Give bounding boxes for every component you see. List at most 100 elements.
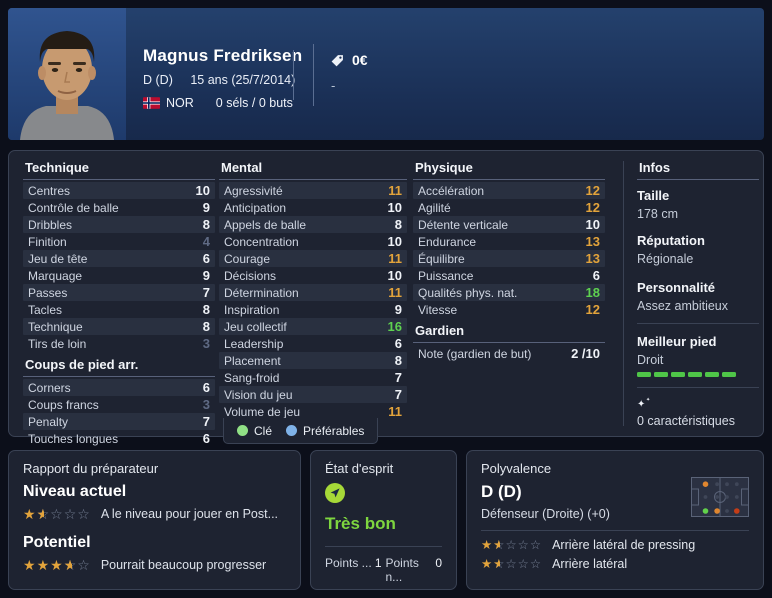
- attribute-row: Volume de jeu 11: [219, 403, 407, 420]
- legend-preferred: Préférables: [286, 424, 364, 438]
- attribute-value: 8: [394, 353, 402, 368]
- attribute-row: Placement 8: [219, 352, 407, 369]
- goalkeeper-group: Gardien Note (gardien de but) 2 /10: [413, 320, 605, 362]
- attribute-row: Concentration 10: [219, 233, 407, 250]
- attribute-label: Vision du jeu: [224, 387, 293, 402]
- traits-block: 0 caractéristiques: [637, 397, 759, 428]
- attribute-value: 10: [195, 183, 210, 198]
- set-pieces-group: Coups de pied arr. Corners 6 Coups franc…: [23, 354, 215, 447]
- physique-column: Physique Accélération 12 Agilité 12 Déte…: [413, 157, 605, 362]
- attribute-row: Qualités phys. nat. 18: [413, 284, 605, 301]
- morale-divider: [325, 546, 442, 547]
- attribute-label: Centres: [28, 183, 71, 198]
- attribute-row: Jeu de tête 6: [23, 250, 215, 267]
- attribute-label: Leadership: [224, 336, 284, 351]
- attribute-row: Sang-froid 7: [219, 369, 407, 386]
- attribute-value: 12: [585, 183, 600, 198]
- star-rating: [23, 507, 91, 521]
- attribute-label: Vitesse: [418, 302, 458, 317]
- morale-stat-label: Points n...: [385, 556, 419, 584]
- attribute-label: Courage: [224, 251, 271, 266]
- attribute-row: Vitesse 12: [413, 301, 605, 318]
- attribute-row: Jeu collectif 16: [219, 318, 407, 335]
- attribute-label: Anticipation: [224, 200, 287, 215]
- morale-title: État d'esprit: [325, 461, 394, 476]
- attribute-label: Note (gardien de but): [418, 346, 532, 361]
- group-title: Mental: [219, 157, 407, 180]
- attribute-row: Coups francs 3: [23, 396, 215, 413]
- norway-flag-icon: [143, 97, 160, 109]
- attribute-value: 13: [585, 234, 600, 249]
- star-rating: [23, 558, 91, 572]
- potential-rating: Pourrait beaucoup progresser: [23, 558, 286, 572]
- attribute-label: Jeu collectif: [224, 319, 287, 334]
- foot-strength-meter: [637, 372, 759, 377]
- versatility-panel[interactable]: Polyvalence D (D) Défenseur (Droite) (+0…: [466, 450, 764, 590]
- best-foot-label: Meilleur pied: [637, 334, 717, 349]
- sparkle-icon: [637, 397, 651, 411]
- star-rating: [481, 539, 542, 552]
- player-header: Magnus Fredriksen D (D) 15 ans (25/7/201…: [8, 8, 764, 140]
- mental-column: Mental Agressivité 11 Anticipation 10 Ap…: [219, 157, 407, 420]
- group-title: Physique: [413, 157, 605, 180]
- attribute-row: Agilité 12: [413, 199, 605, 216]
- attribute-label: Placement: [224, 353, 281, 368]
- attribute-label: Équilibre: [418, 251, 465, 266]
- attribute-value: 6: [202, 251, 210, 266]
- position-age-line: D (D) 15 ans (25/7/2014): [143, 73, 295, 87]
- attribute-value: 3: [202, 397, 210, 412]
- attribute-label: Concentration: [224, 234, 299, 249]
- attribute-label: Agressivité: [224, 183, 283, 198]
- attribute-value: 10: [387, 200, 402, 215]
- attribute-value: 10: [387, 268, 402, 283]
- role-label: Arrière latéral de pressing: [552, 538, 696, 552]
- attribute-value: 11: [388, 251, 402, 266]
- attribute-row: Corners 6: [23, 379, 215, 396]
- attribute-row: Accélération 12: [413, 182, 605, 199]
- personality-label: Personnalité: [637, 280, 716, 295]
- attribute-row: Courage 11: [219, 250, 407, 267]
- wage-placeholder: -: [331, 78, 336, 93]
- attribute-row: Tacles 8: [23, 301, 215, 318]
- attribute-value: 8: [202, 302, 210, 317]
- morale-panel[interactable]: État d'esprit Très bon Points ... 1 Poin…: [310, 450, 457, 590]
- attribute-value: 6: [592, 268, 600, 283]
- versatility-title: Polyvalence: [481, 461, 552, 476]
- player-name: Magnus Fredriksen: [143, 46, 303, 65]
- scout-report-title: Rapport du préparateur: [23, 461, 159, 476]
- group-title: Coups de pied arr.: [23, 354, 215, 377]
- best-foot-value: Droit: [637, 353, 664, 367]
- role-label: Arrière latéral: [552, 557, 628, 571]
- attribute-label: Tacles: [28, 302, 63, 317]
- attribute-row: Agressivité 11: [219, 182, 407, 199]
- attribute-row: Vision du jeu 7: [219, 386, 407, 403]
- attributes-panel: Technique Centres 10 Contrôle de balle 9…: [8, 150, 764, 446]
- attribute-label: Accélération: [418, 183, 485, 198]
- attribute-value: 7: [202, 414, 210, 429]
- attribute-label: Passes: [28, 285, 68, 300]
- attribute-value: 11: [388, 404, 402, 419]
- attribute-row: Passes 7: [23, 284, 215, 301]
- attribute-value: 11: [388, 183, 402, 198]
- player-photo: [8, 8, 126, 140]
- role-row[interactable]: Arrière latéral: [481, 557, 749, 571]
- player-position: D (D): [143, 73, 173, 87]
- attribute-label: Décisions: [224, 268, 277, 283]
- morale-stat: Points ... 1: [325, 556, 382, 584]
- attribute-rows: Corners 6 Coups francs 3 Penalty 7 Touch…: [23, 379, 215, 447]
- attribute-row: Décisions 10: [219, 267, 407, 284]
- attribute-row: Équilibre 13: [413, 250, 605, 267]
- scout-report-panel[interactable]: Rapport du préparateur Niveau actuel A l…: [8, 450, 301, 590]
- infos-title: Infos: [637, 157, 759, 180]
- attribute-row: Appels de balle 8: [219, 216, 407, 233]
- role-row[interactable]: Arrière latéral de pressing: [481, 538, 749, 552]
- technique-column: Technique Centres 10 Contrôle de balle 9…: [23, 157, 215, 447]
- traits-count: 0 caractéristiques: [637, 414, 735, 428]
- column-divider: [623, 161, 624, 426]
- attribute-value: 9: [394, 302, 402, 317]
- attribute-value: 3: [202, 336, 210, 351]
- group-title: Gardien: [413, 320, 605, 343]
- attribute-label: Endurance: [418, 234, 477, 249]
- attribute-value: 6: [394, 336, 402, 351]
- attribute-label: Marquage: [28, 268, 83, 283]
